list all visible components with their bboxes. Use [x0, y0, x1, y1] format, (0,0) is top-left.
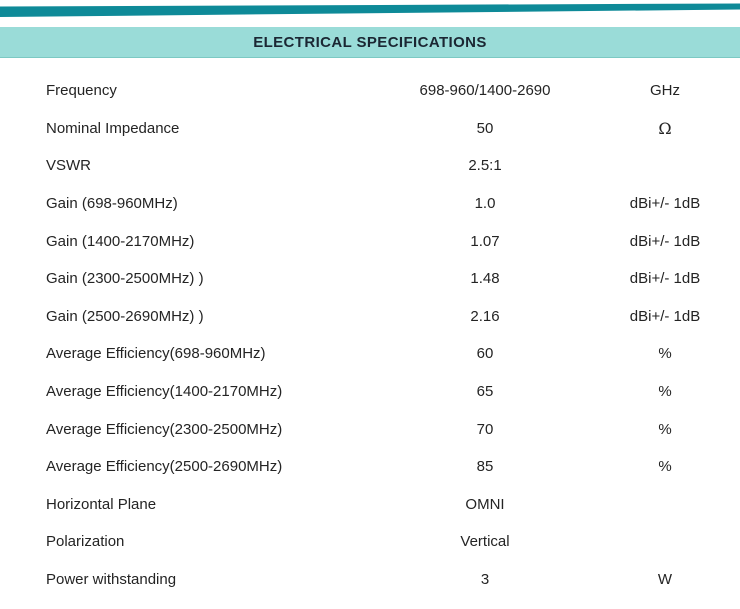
- spec-parameter: Average Efficiency(698-960MHz): [46, 345, 266, 363]
- table-row: Average Efficiency(1400-2170MHz) 65 %: [0, 373, 740, 411]
- spec-parameter: Frequency: [46, 82, 117, 100]
- spec-value: 60: [476, 345, 494, 363]
- table-row: Gain (1400-2170MHz) 1.07 dBi+/- 1dB: [0, 222, 740, 260]
- table-row: Power withstanding 3 W: [0, 561, 740, 599]
- spec-value: 1.0: [474, 195, 496, 213]
- spec-unit: %: [658, 420, 672, 438]
- top-ribbon-decoration: [0, 3, 740, 17]
- spec-value: 1.07: [470, 232, 500, 250]
- spec-parameter: Power withstanding: [46, 571, 177, 589]
- spec-unit: W: [657, 571, 673, 589]
- table-row: Nominal Impedance 50 Ω: [0, 110, 740, 148]
- spec-parameter: Gain (2300-2500MHz) ): [46, 270, 204, 288]
- spec-value: OMNI: [465, 495, 505, 513]
- spec-parameter: Horizontal Plane: [46, 495, 157, 513]
- spec-unit: %: [658, 458, 672, 476]
- spec-unit: dBi+/- 1dB: [629, 232, 701, 250]
- table-row: Average Efficiency(2300-2500MHz) 70 %: [0, 410, 740, 448]
- ribbon-shape: [0, 3, 740, 17]
- spec-unit: dBi+/- 1dB: [629, 270, 701, 288]
- table-row: Frequency 698-960/1400-2690 GHz: [0, 72, 740, 110]
- table-row: VSWR 2.5:1: [0, 147, 740, 185]
- spec-unit: dBi+/- 1dB: [629, 307, 701, 325]
- spec-unit: %: [658, 345, 672, 363]
- spec-parameter: Gain (2500-2690MHz) ): [46, 307, 204, 325]
- table-row: Polarization Vertical: [0, 523, 740, 561]
- spec-parameter: Nominal Impedance: [46, 119, 180, 137]
- spec-parameter: Average Efficiency(1400-2170MHz): [46, 383, 283, 401]
- spec-value: 3: [480, 571, 490, 589]
- spec-parameter: Average Efficiency(2500-2690MHz): [46, 458, 283, 476]
- section-header-band: ELECTRICAL SPECIFICATIONS: [0, 27, 740, 58]
- spec-value: 1.48: [470, 270, 500, 288]
- spec-parameter: Average Efficiency(2300-2500MHz): [46, 420, 283, 438]
- table-row: Horizontal Plane OMNI: [0, 486, 740, 524]
- spec-value: 85: [476, 458, 494, 476]
- table-row: Average Efficiency(2500-2690MHz) 85 %: [0, 448, 740, 486]
- spec-unit: %: [658, 383, 672, 401]
- table-row: Gain (2500-2690MHz) ) 2.16 dBi+/- 1dB: [0, 298, 740, 336]
- spec-value: Vertical: [460, 533, 510, 551]
- table-row: Gain (698-960MHz) 1.0 dBi+/- 1dB: [0, 185, 740, 223]
- spec-parameter: Polarization: [46, 533, 125, 551]
- spec-value: 50: [476, 119, 494, 137]
- section-title: ELECTRICAL SPECIFICATIONS: [253, 33, 487, 51]
- spec-value: 698-960/1400-2690: [419, 82, 551, 100]
- spec-unit: dBi+/- 1dB: [629, 195, 701, 213]
- spec-value: 2.16: [470, 307, 500, 325]
- spec-unit: GHz: [650, 82, 680, 100]
- spec-unit: Ω: [658, 118, 672, 138]
- spec-value: 65: [476, 383, 494, 401]
- table-row: Gain (2300-2500MHz) ) 1.48 dBi+/- 1dB: [0, 260, 740, 298]
- table-row: Average Efficiency(698-960MHz) 60 %: [0, 335, 740, 373]
- specifications-table: Frequency 698-960/1400-2690 GHz Nominal …: [0, 72, 740, 598]
- spec-parameter: VSWR: [46, 157, 91, 175]
- spec-parameter: Gain (698-960MHz): [46, 195, 178, 213]
- spec-value: 70: [476, 420, 494, 438]
- spec-parameter: Gain (1400-2170MHz): [46, 232, 195, 250]
- spec-value: 2.5:1: [468, 157, 502, 175]
